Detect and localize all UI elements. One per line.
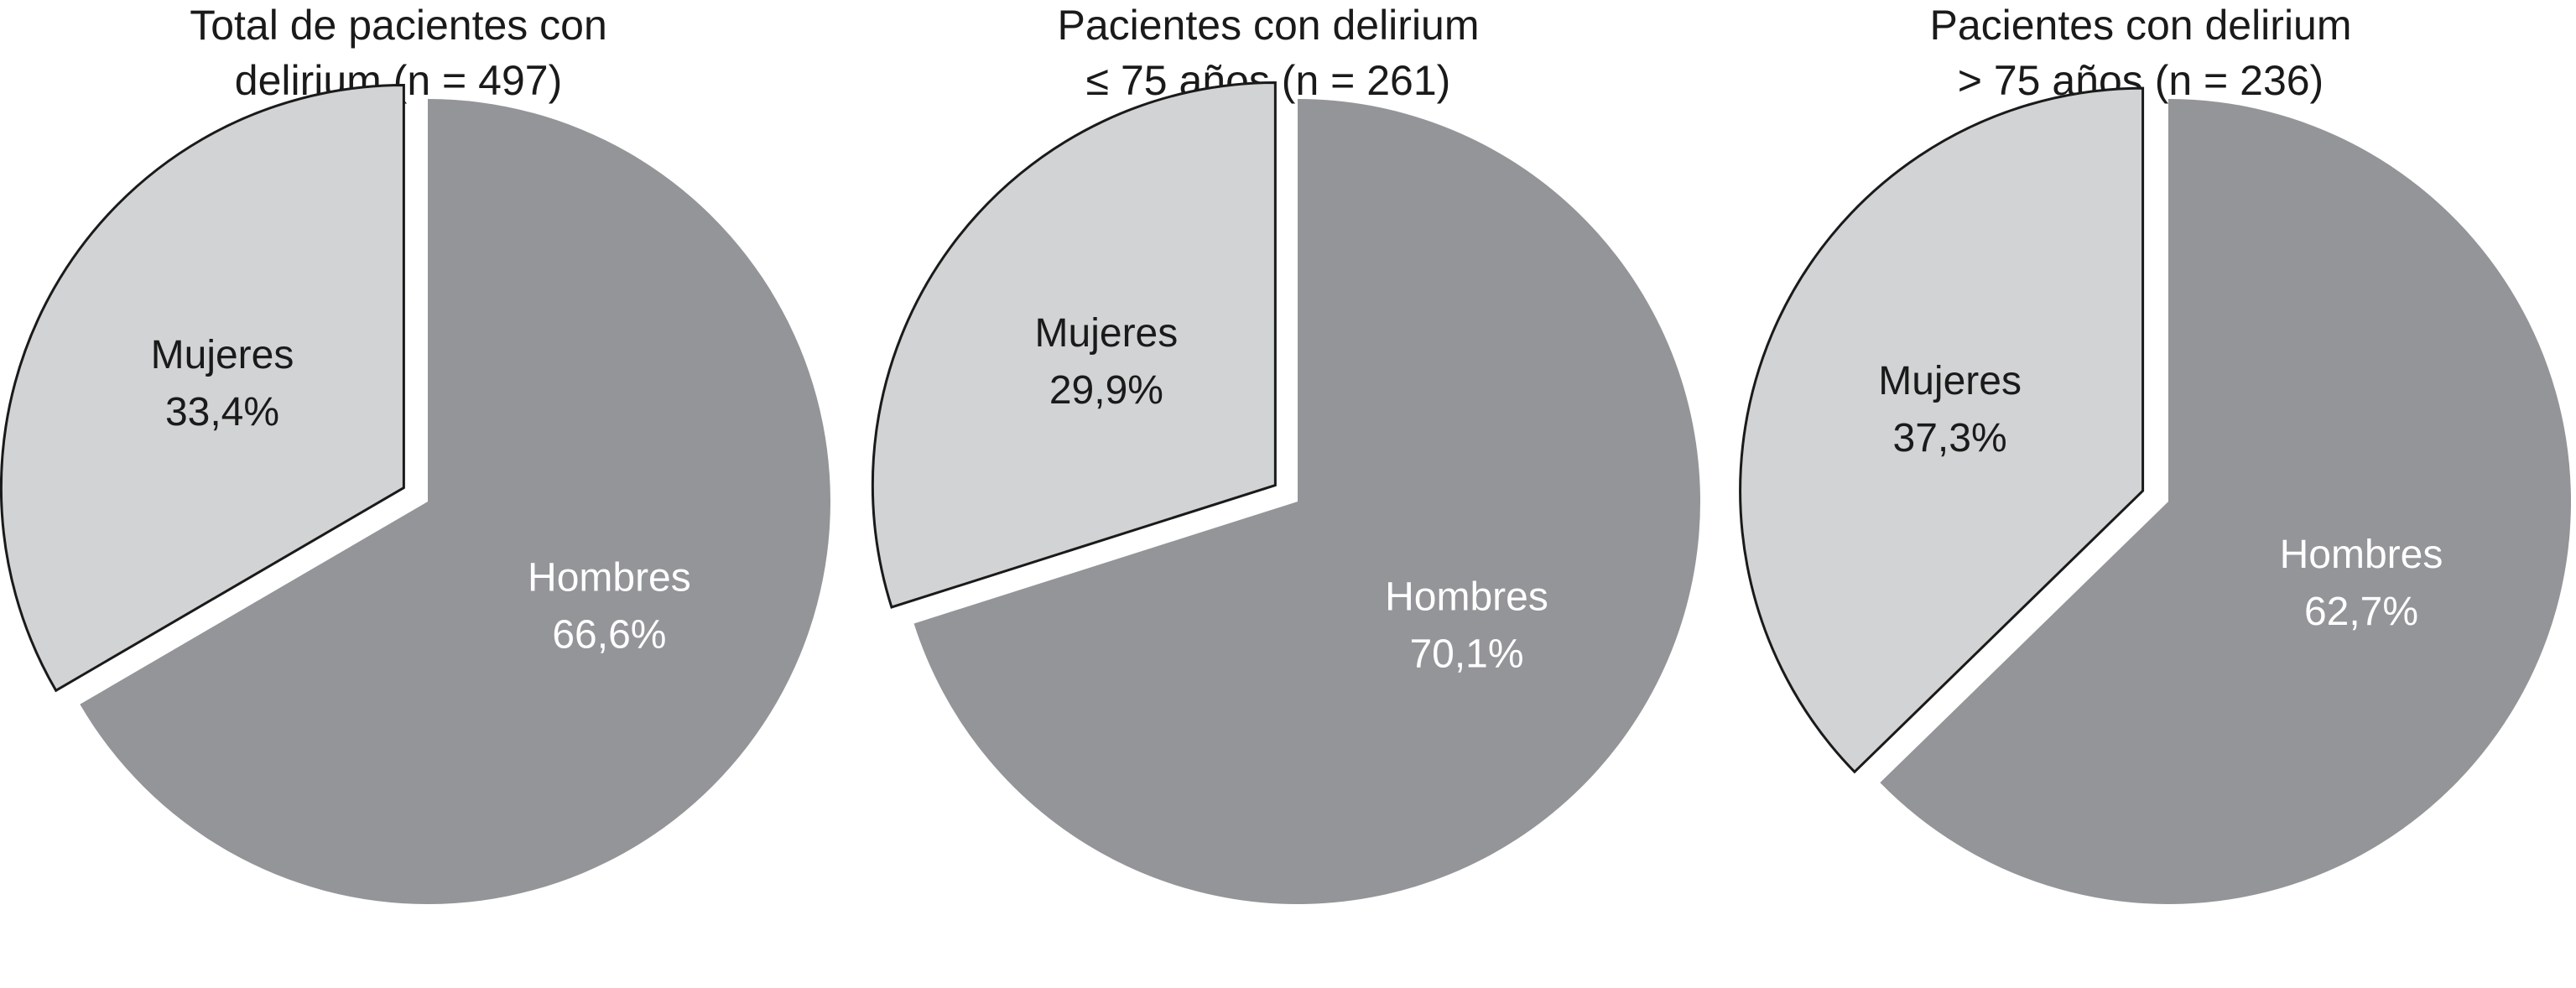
slice-value-hombres: 62,7% (2304, 590, 2418, 634)
pie-chart-total: Total de pacientes con delirium (n = 497… (0, 2, 831, 904)
slice-value-mujeres: 29,9% (1049, 368, 1163, 413)
slice-value-mujeres: 37,3% (1893, 416, 2007, 460)
chart-title-line-1: Pacientes con delirium (1929, 2, 2351, 49)
slice-hombres (80, 99, 831, 904)
slice-hombres (1880, 99, 2571, 904)
slice-label-mujeres: Mujeres (151, 333, 294, 377)
chart-title-line-1: Pacientes con delirium (1057, 2, 1479, 49)
slice-label-mujeres: Mujeres (1878, 359, 2022, 403)
slice-label-mujeres: Mujeres (1035, 311, 1179, 356)
slice-value-hombres: 70,1% (1409, 632, 1523, 676)
slice-value-mujeres: 33,4% (165, 390, 279, 434)
slice-label-hombres: Hombres (1385, 575, 1548, 619)
slice-mujeres (1739, 86, 2145, 774)
slice-mujeres (0, 84, 405, 693)
slice-label-hombres: Hombres (528, 555, 691, 600)
slice-label-hombres: Hombres (2280, 533, 2443, 577)
slice-value-hombres: 66,6% (552, 612, 666, 657)
slice-hombres (913, 99, 1700, 904)
pie-chart-gt-75: Pacientes con delirium > 75 años (n = 23… (1739, 2, 2571, 904)
chart-title-line-1: Total de pacientes con (190, 2, 607, 49)
pie-chart-le-75: Pacientes con delirium ≤ 75 años (n = 26… (871, 2, 1700, 904)
slice-mujeres (871, 81, 1277, 609)
